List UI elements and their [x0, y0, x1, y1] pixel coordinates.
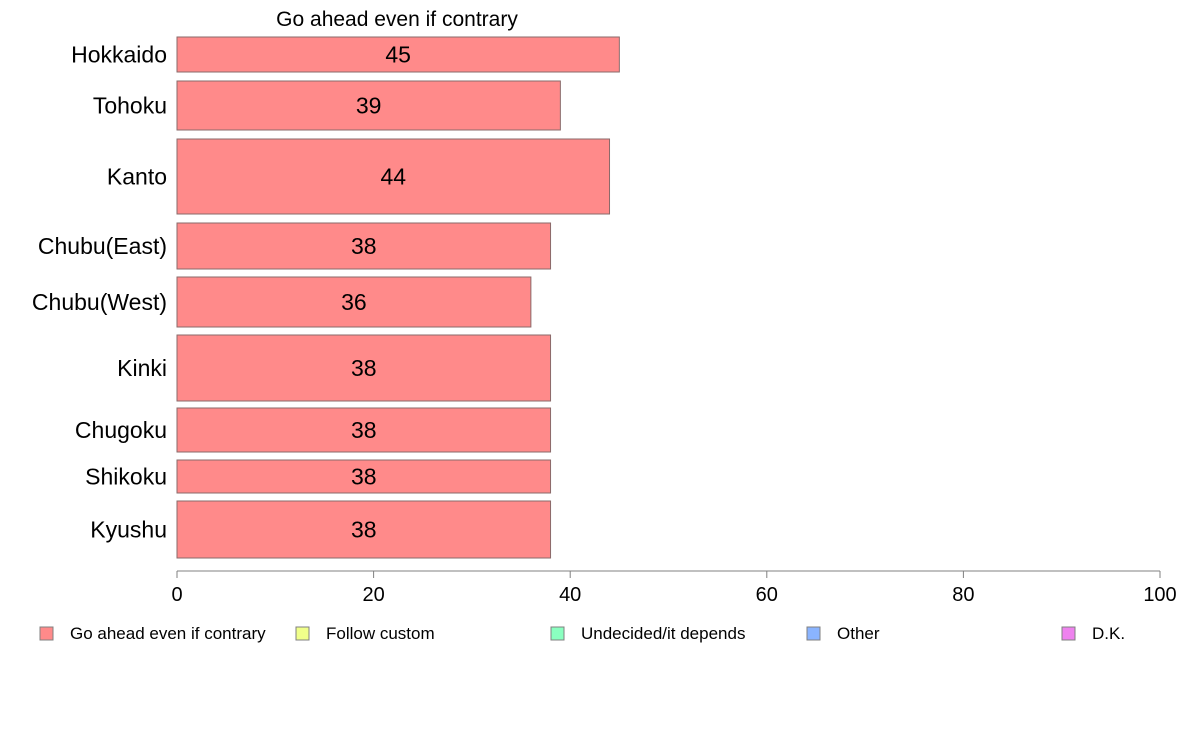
x-tick-label: 20: [362, 584, 384, 606]
bar: [176, 459, 552, 494]
category-label: Chubu(East): [38, 233, 167, 259]
bar: [176, 80, 561, 131]
x-tick-label: 0: [171, 584, 182, 606]
category-label: Kyushu: [90, 517, 167, 543]
bar: [176, 500, 552, 559]
bar-value-label: 45: [385, 42, 411, 68]
legend-swatch: [550, 626, 565, 641]
x-axis: 0 20 40 60 80 100: [171, 570, 1177, 606]
legend-label: Go ahead even if contrary: [70, 624, 266, 643]
bar: [176, 222, 552, 270]
bar-value-label: 38: [351, 464, 377, 490]
category-label: Shikoku: [85, 464, 167, 490]
legend: Go ahead even if contrary Follow custom Un…: [39, 624, 1125, 643]
legend-swatch: [295, 626, 310, 641]
bar: [176, 138, 611, 215]
bar-value-label: 36: [341, 289, 367, 315]
bar-value-label: 39: [356, 93, 382, 119]
legend-swatch: [1061, 626, 1076, 641]
bar: [176, 36, 620, 73]
category-label: Kinki: [117, 355, 167, 381]
category-label: Hokkaido: [71, 42, 167, 68]
category-label: Tohoku: [93, 93, 167, 119]
bar-value-label: 38: [351, 233, 377, 259]
category-label: Chubu(West): [32, 289, 167, 315]
bar-value-label: 38: [351, 517, 377, 543]
x-tick-label: 80: [952, 584, 974, 606]
bar: [176, 276, 532, 328]
legend-label: Follow custom: [326, 624, 435, 643]
legend-swatch: [806, 626, 821, 641]
legend-label: D.K.: [1092, 624, 1125, 643]
legend-swatch: [39, 626, 54, 641]
chart-title: Go ahead even if contrary: [276, 8, 518, 31]
bar-value-label: 38: [351, 417, 377, 443]
category-label: Chugoku: [75, 417, 167, 443]
x-tick-label: 40: [559, 584, 581, 606]
legend-label: Other: [837, 624, 880, 643]
category-labels: Hokkaido Tohoku Kanto Chubu(East) Chubu(West…: [32, 42, 167, 543]
x-tick-label: 60: [756, 584, 778, 606]
bar-value-label: 38: [351, 355, 377, 381]
x-tick-label: 100: [1143, 584, 1176, 606]
category-label: Kanto: [107, 164, 167, 190]
bar: [176, 407, 552, 453]
bar: [176, 334, 552, 402]
bar-value-label: 44: [380, 164, 406, 190]
legend-label: Undecided/it depends: [581, 624, 745, 643]
